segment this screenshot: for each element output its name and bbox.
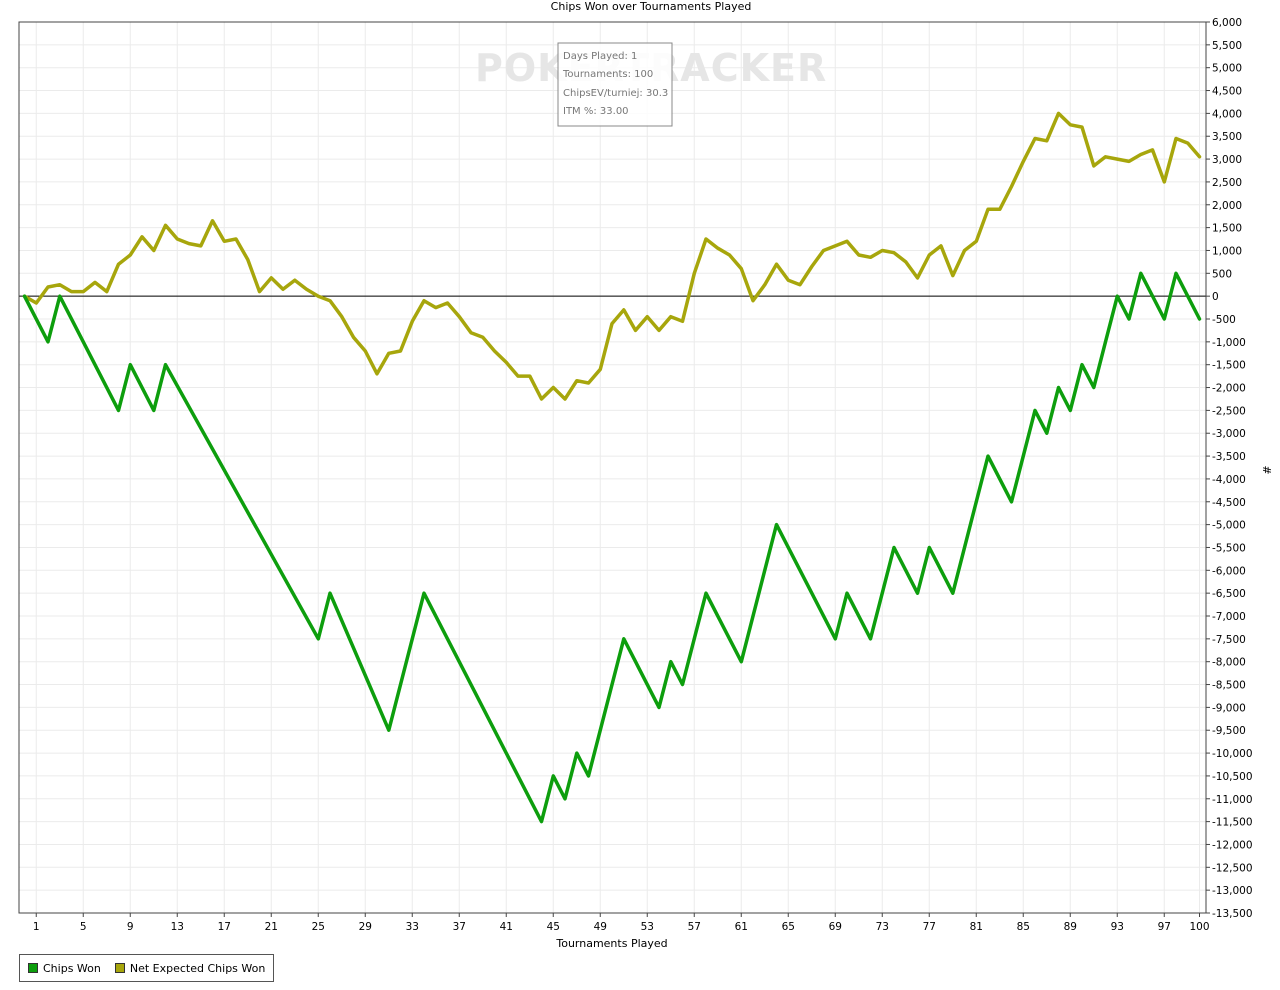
x-tick-label: 33 bbox=[406, 921, 419, 933]
y-axis-label: # bbox=[1260, 465, 1273, 474]
y-tick-label: -13,000 bbox=[1212, 885, 1253, 897]
tooltip-chips-ev: ChipsEV/turniej: 30.3 bbox=[563, 88, 668, 99]
legend-swatch-net-expected bbox=[114, 963, 125, 973]
y-tick-label: 3,500 bbox=[1212, 131, 1242, 143]
legend-label-chips-won: Chips Won bbox=[43, 961, 101, 975]
y-tick-label: 2,500 bbox=[1212, 177, 1242, 189]
y-tick-label: -4,500 bbox=[1212, 497, 1246, 509]
x-tick-label: 13 bbox=[171, 921, 184, 933]
y-tick-label: -11,500 bbox=[1212, 817, 1253, 829]
y-tick-label: -6,500 bbox=[1212, 588, 1246, 600]
x-tick-label: 25 bbox=[312, 921, 325, 933]
y-tick-label: 5,000 bbox=[1212, 63, 1242, 75]
x-tick-label: 97 bbox=[1158, 921, 1171, 933]
y-tick-label: -12,500 bbox=[1212, 862, 1253, 874]
y-tick-label: 1,000 bbox=[1212, 245, 1242, 257]
chart-title: Chips Won over Tournaments Played bbox=[551, 0, 752, 13]
y-tick-label: 500 bbox=[1212, 268, 1232, 280]
legend-label-net-expected: Net Expected Chips Won bbox=[129, 961, 266, 975]
x-tick-label: 45 bbox=[547, 921, 560, 933]
y-tick-label: -8,000 bbox=[1212, 657, 1246, 669]
legend-item-chips-won[interactable]: Chips Won bbox=[28, 962, 101, 975]
plot-frame bbox=[18, 21, 1207, 914]
x-tick-label: 29 bbox=[359, 921, 372, 933]
y-tick-label: -5,500 bbox=[1212, 542, 1246, 554]
y-tick-label: -11,000 bbox=[1212, 794, 1253, 806]
y-tick-label: -1,000 bbox=[1212, 337, 1246, 349]
y-tick-label: -9,500 bbox=[1212, 725, 1246, 737]
x-tick-label: 17 bbox=[218, 921, 231, 933]
y-tick-label: -10,000 bbox=[1212, 748, 1253, 760]
y-tick-label: 2,000 bbox=[1212, 200, 1242, 212]
x-tick-label: 93 bbox=[1111, 921, 1124, 933]
legend-swatch-chips-won bbox=[28, 963, 38, 973]
y-tick-label: -8,500 bbox=[1212, 680, 1246, 692]
y-tick-label: -13,500 bbox=[1212, 908, 1253, 920]
y-tick-label: -3,500 bbox=[1212, 451, 1246, 463]
info-tooltip: Days Played: 1 Tournaments: 100 ChipsEV/… bbox=[557, 42, 673, 127]
x-tick-label: 100 bbox=[1189, 921, 1209, 933]
chart-legend: Chips Won Net Expected Chips Won bbox=[19, 954, 275, 982]
tooltip-itm: ITM %: 33.00 bbox=[563, 106, 629, 117]
tooltip-days-played: Days Played: 1 bbox=[563, 51, 637, 62]
series-layer bbox=[22, 111, 1202, 824]
x-tick-label: 69 bbox=[829, 921, 842, 933]
x-tick-label: 41 bbox=[500, 921, 513, 933]
x-tick-label: 89 bbox=[1064, 921, 1077, 933]
y-tick-label: 4,000 bbox=[1212, 108, 1242, 120]
y-tick-label: 1,500 bbox=[1212, 223, 1242, 235]
y-tick-label: -6,000 bbox=[1212, 565, 1246, 577]
y-tick-label: -3,000 bbox=[1212, 428, 1246, 440]
x-tick-label: 21 bbox=[265, 921, 278, 933]
x-tick-label: 53 bbox=[641, 921, 654, 933]
x-tick-label: 73 bbox=[876, 921, 889, 933]
y-tick-label: -2,000 bbox=[1212, 383, 1246, 395]
x-tick-label: 57 bbox=[688, 921, 701, 933]
tooltip-tournaments: Tournaments: 100 bbox=[562, 69, 653, 80]
x-tick-label: 1 bbox=[33, 921, 40, 933]
x-tick-label: 49 bbox=[594, 921, 607, 933]
x-axis: 1 5 9 13 17 21 25 29 33 37 41 45 49 53 57 61 65 69 73 77 81 8… bbox=[33, 913, 1210, 933]
y-tick-label: -7,500 bbox=[1212, 634, 1246, 646]
y-tick-label: 3,000 bbox=[1212, 154, 1242, 166]
y-tick-label: -4,000 bbox=[1212, 474, 1246, 486]
x-tick-label: 37 bbox=[453, 921, 466, 933]
x-tick-label: 77 bbox=[923, 921, 936, 933]
y-tick-label: 0 bbox=[1212, 291, 1219, 303]
x-tick-label: 9 bbox=[127, 921, 134, 933]
x-tick-label: 5 bbox=[80, 921, 87, 933]
y-tick-label: -1,500 bbox=[1212, 360, 1246, 372]
x-tick-label: 61 bbox=[735, 921, 748, 933]
y-tick-label: 5,500 bbox=[1212, 40, 1242, 52]
y-tick-label: 6,000 bbox=[1212, 17, 1242, 29]
series-line-net-expected-chips-won bbox=[22, 111, 1202, 401]
y-tick-label: -5,000 bbox=[1212, 520, 1246, 532]
x-tick-label: 81 bbox=[970, 921, 983, 933]
y-tick-label: -2,500 bbox=[1212, 405, 1246, 417]
y-tick-label: -500 bbox=[1212, 314, 1236, 326]
y-tick-label: -7,000 bbox=[1212, 611, 1246, 623]
y-tick-label: -12,000 bbox=[1212, 839, 1253, 851]
y-tick-label: 4,500 bbox=[1212, 86, 1242, 98]
y-tick-label: -10,500 bbox=[1212, 771, 1253, 783]
x-tick-label: 85 bbox=[1017, 921, 1030, 933]
y-axis: 6,000 5,500 5,000 4,500 4,000 3,500 3,000 2,500… bbox=[1206, 17, 1253, 920]
y-tick-label: -9,000 bbox=[1212, 702, 1246, 714]
x-axis-label: Tournaments Played bbox=[555, 937, 667, 950]
series-line-chips-won bbox=[22, 271, 1202, 824]
legend-item-net-expected[interactable]: Net Expected Chips Won bbox=[114, 961, 266, 975]
x-tick-label: 65 bbox=[782, 921, 795, 933]
